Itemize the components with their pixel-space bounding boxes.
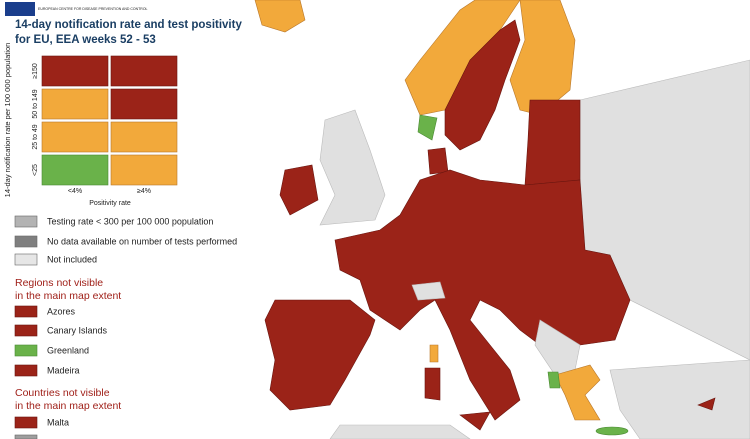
matrix-cell (110, 55, 178, 87)
turkey (609, 359, 750, 439)
legend-heading: Regions not visible (15, 277, 103, 289)
legend-swatch (14, 344, 38, 357)
legend-swatch (14, 434, 38, 439)
matrix-cell (41, 154, 109, 186)
legend-heading: Countries not visible (15, 387, 110, 399)
united-kingdom (319, 109, 386, 226)
norway (404, 0, 521, 116)
greece-west (547, 371, 561, 389)
sardinia (424, 367, 441, 401)
legend-label: Malta (47, 417, 69, 427)
legend-label: Greenland (47, 345, 89, 355)
legend-swatch (14, 324, 38, 337)
legend-swatch (14, 364, 38, 377)
matrix-cell (41, 88, 109, 120)
matrix-cell (110, 121, 178, 153)
matrix-x-axis-label: Positivity rate (89, 200, 131, 207)
legend-label: Madeira (47, 365, 80, 375)
title-line: 14-day notification rate and test positi… (15, 19, 242, 31)
legend-swatch (14, 235, 38, 248)
matrix-cell (41, 121, 109, 153)
legend-heading: in the main map extent (15, 290, 121, 302)
matrix-column-label: ≥4% (137, 188, 151, 195)
legend-label: Not included (47, 254, 97, 264)
title-line: for EU, EEA weeks 52 - 53 (15, 34, 156, 46)
matrix-row-label: ≥150 (32, 63, 39, 79)
matrix-row-label: <25 (32, 164, 39, 176)
matrix-cell (110, 154, 178, 186)
legend-label: No data available on number of tests per… (47, 236, 237, 246)
matrix-y-axis-label: 14-day notification rate per 100 000 pop… (3, 43, 12, 198)
legend-label: Azores (47, 306, 76, 316)
baltics (524, 99, 581, 186)
legend-label: Canary Islands (47, 325, 108, 335)
logo-text: EUROPEAN CENTRE FOR DISEASE PREVENTION A… (38, 7, 148, 11)
legend-swatch (14, 215, 38, 228)
norway-south (417, 114, 438, 141)
legend-label: Testing rate < 300 per 100 000 populatio… (47, 216, 213, 226)
logo-flag (5, 2, 35, 16)
iceland (254, 0, 306, 33)
matrix-cell (110, 88, 178, 120)
sweden (444, 19, 521, 151)
ireland (279, 164, 319, 216)
matrix-cell (41, 55, 109, 87)
map (254, 0, 750, 439)
iberia (264, 299, 376, 411)
matrix-row-label: 25 to 49 (32, 124, 39, 149)
matrix-row-label: 50 to 149 (32, 89, 39, 118)
switzerland (411, 281, 446, 301)
legend-swatch (14, 305, 38, 318)
legend-swatch (14, 416, 38, 429)
continent (334, 169, 631, 421)
denmark (427, 147, 449, 175)
legend: EUROPEAN CENTRE FOR DISEASE PREVENTION A… (3, 2, 242, 439)
greece (554, 364, 601, 421)
cyprus (697, 397, 716, 411)
crete (595, 426, 629, 436)
matrix-column-label: <4% (68, 188, 82, 195)
legend-swatch (14, 253, 38, 266)
north-africa (329, 424, 471, 439)
corsica (429, 344, 439, 363)
sicily (459, 411, 491, 431)
legend-heading: in the main map extent (15, 400, 121, 412)
